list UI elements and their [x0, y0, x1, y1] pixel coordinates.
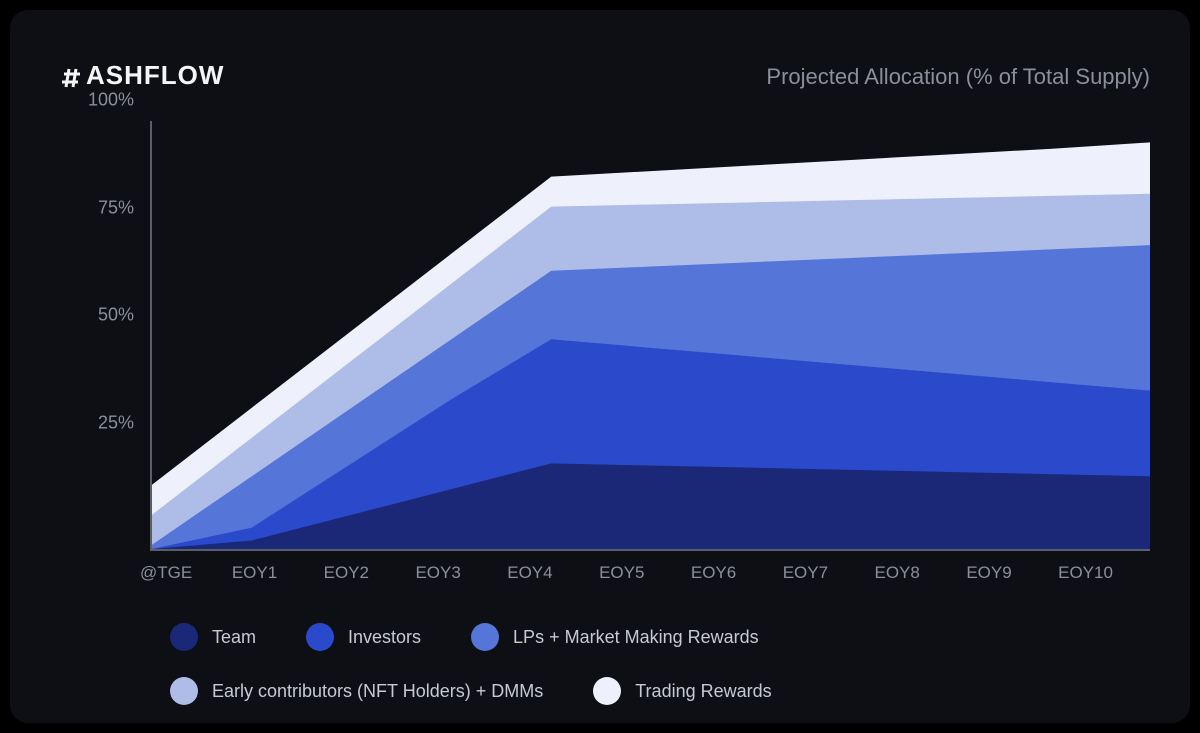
legend-label: Investors	[348, 627, 421, 648]
x-tick-label: EOY7	[783, 563, 875, 583]
legend: Team Investors LPs + Market Making Rewards…	[170, 623, 1070, 705]
x-tick-label: @TGE	[140, 563, 232, 583]
x-tick-label: EOY8	[875, 563, 967, 583]
legend-label: Early contributors (NFT Holders) + DMMs	[212, 681, 543, 702]
chart-title: Projected Allocation (% of Total Supply)	[766, 64, 1150, 90]
stacked-area-svg	[152, 121, 1150, 549]
x-axis: @TGEEOY1EOY2EOY3EOY4EOY5EOY6EOY7EOY8EOY9…	[150, 563, 1150, 583]
brand-logo: ASHFLOW	[60, 60, 224, 91]
plot-region	[150, 121, 1150, 551]
x-tick-label: EOY6	[691, 563, 783, 583]
x-tick-label: EOY1	[232, 563, 324, 583]
x-tick-label: EOY5	[599, 563, 691, 583]
y-tick-label: 100%	[88, 90, 134, 111]
x-tick-label: EOY2	[324, 563, 416, 583]
legend-label: Team	[212, 627, 256, 648]
legend-item: Team	[170, 623, 256, 651]
legend-label: Trading Rewards	[635, 681, 771, 702]
legend-swatch	[170, 677, 198, 705]
legend-label: LPs + Market Making Rewards	[513, 627, 759, 648]
legend-swatch	[471, 623, 499, 651]
x-tick-label: EOY4	[507, 563, 599, 583]
y-tick-label: 75%	[98, 197, 134, 218]
hash-icon	[60, 65, 82, 87]
x-tick-label: EOY10	[1058, 563, 1150, 583]
chart-card: ASHFLOW Projected Allocation (% of Total…	[10, 10, 1190, 723]
legend-item: LPs + Market Making Rewards	[471, 623, 759, 651]
y-axis: 25%50%75%100%	[60, 121, 150, 551]
chart-area: 25%50%75%100%	[60, 121, 1150, 551]
legend-item: Investors	[306, 623, 421, 651]
legend-item: Early contributors (NFT Holders) + DMMs	[170, 677, 543, 705]
legend-swatch	[306, 623, 334, 651]
x-tick-label: EOY9	[966, 563, 1058, 583]
legend-item: Trading Rewards	[593, 677, 771, 705]
y-tick-label: 50%	[98, 305, 134, 326]
header-row: ASHFLOW Projected Allocation (% of Total…	[60, 60, 1150, 91]
legend-swatch	[170, 623, 198, 651]
legend-swatch	[593, 677, 621, 705]
x-tick-label: EOY3	[415, 563, 507, 583]
y-tick-label: 25%	[98, 412, 134, 433]
brand-name: ASHFLOW	[86, 60, 224, 91]
